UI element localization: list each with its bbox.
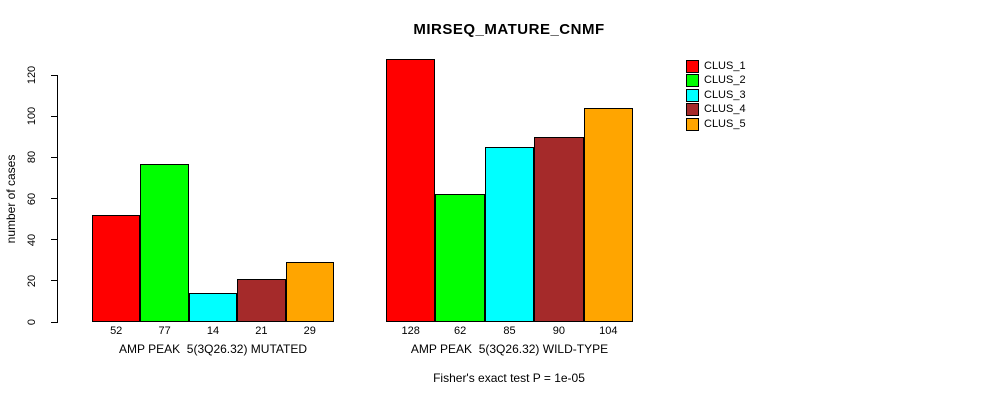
bar-value-label: 14: [206, 325, 220, 337]
y-tick-mark: [51, 239, 58, 241]
legend-item-clus-1: CLUS_1: [686, 60, 746, 73]
legend-item-clus-5: CLUS_5: [686, 117, 746, 131]
bar-value-label: 104: [599, 325, 618, 337]
legend-item-clus-2: CLUS_2: [686, 74, 746, 88]
bar-value-label: 21: [255, 325, 268, 337]
y-axis-label: number of cases: [4, 154, 18, 244]
bar-value-label: 77: [158, 325, 171, 337]
legend-item-clus-4: CLUS_4: [686, 103, 746, 117]
bar-value-label: 29: [303, 325, 316, 337]
bar-clus_2-group-1: [435, 194, 485, 322]
bar-clus_3-group-0: [188, 293, 238, 322]
x-group-label-wildtype: AMP PEAK 5(3Q26.32) WILD-TYPE: [410, 342, 609, 356]
bar-clus_3-group-1: [484, 147, 535, 322]
legend-swatch-clus-3-icon: [686, 88, 699, 102]
chart-title: MIRSEQ_MATURE_CNMF: [413, 21, 605, 38]
caption-fisher-test: Fisher's exact test P = 1e-05: [433, 371, 585, 385]
y-tick-mark: [51, 74, 58, 76]
legend-swatch-clus-5-icon: [686, 117, 699, 131]
bar-value-label: 85: [503, 325, 516, 337]
bar-value-label: 52: [110, 325, 123, 337]
y-tick-label: 40: [26, 233, 38, 246]
y-tick-label: 60: [26, 192, 38, 205]
y-axis-line: [57, 75, 58, 323]
legend-label-clus-5: CLUS_5: [704, 117, 746, 130]
y-tick-mark: [51, 156, 58, 158]
bar-value-label: 90: [552, 325, 565, 337]
legend-label-clus-2: CLUS_2: [704, 74, 746, 87]
bar-clus_5-group-0: [285, 262, 334, 322]
y-tick-mark: [51, 115, 58, 117]
bar-clus_2-group-0: [140, 163, 189, 322]
legend-swatch-clus-4-icon: [686, 103, 699, 117]
x-group-label-mutated: AMP PEAK 5(3Q26.32) MUTATED: [118, 342, 308, 356]
legend-swatch-clus-1-icon: [686, 60, 699, 73]
y-tick-label: 120: [26, 65, 38, 85]
y-tick-mark: [51, 280, 58, 282]
legend-label-clus-3: CLUS_3: [704, 88, 746, 101]
legend-label-clus-1: CLUS_1: [704, 60, 746, 72]
bar-clus_4-group-1: [534, 136, 584, 322]
legend-swatch-clus-2-icon: [686, 74, 699, 88]
y-tick-label: 20: [26, 274, 38, 287]
legend-item-clus-3: CLUS_3: [686, 88, 746, 102]
y-tick-mark: [51, 321, 58, 323]
y-tick-label: 100: [26, 106, 38, 126]
bar-clus_1-group-1: [386, 58, 436, 322]
legend-label-clus-4: CLUS_4: [704, 103, 746, 116]
bar-clus_4-group-0: [237, 278, 286, 322]
bar-clus_5-group-1: [583, 107, 633, 322]
y-tick-label: 0: [26, 318, 38, 326]
legend: CLUS_1 CLUS_2 CLUS_3 CLUS_4 CLUS_5: [686, 60, 746, 132]
bar-clus_1-group-0: [92, 215, 141, 322]
bar-value-label: 128: [401, 325, 420, 337]
y-tick-label: 80: [26, 151, 38, 164]
bar-value-label: 62: [453, 325, 467, 337]
y-tick-mark: [51, 198, 58, 199]
